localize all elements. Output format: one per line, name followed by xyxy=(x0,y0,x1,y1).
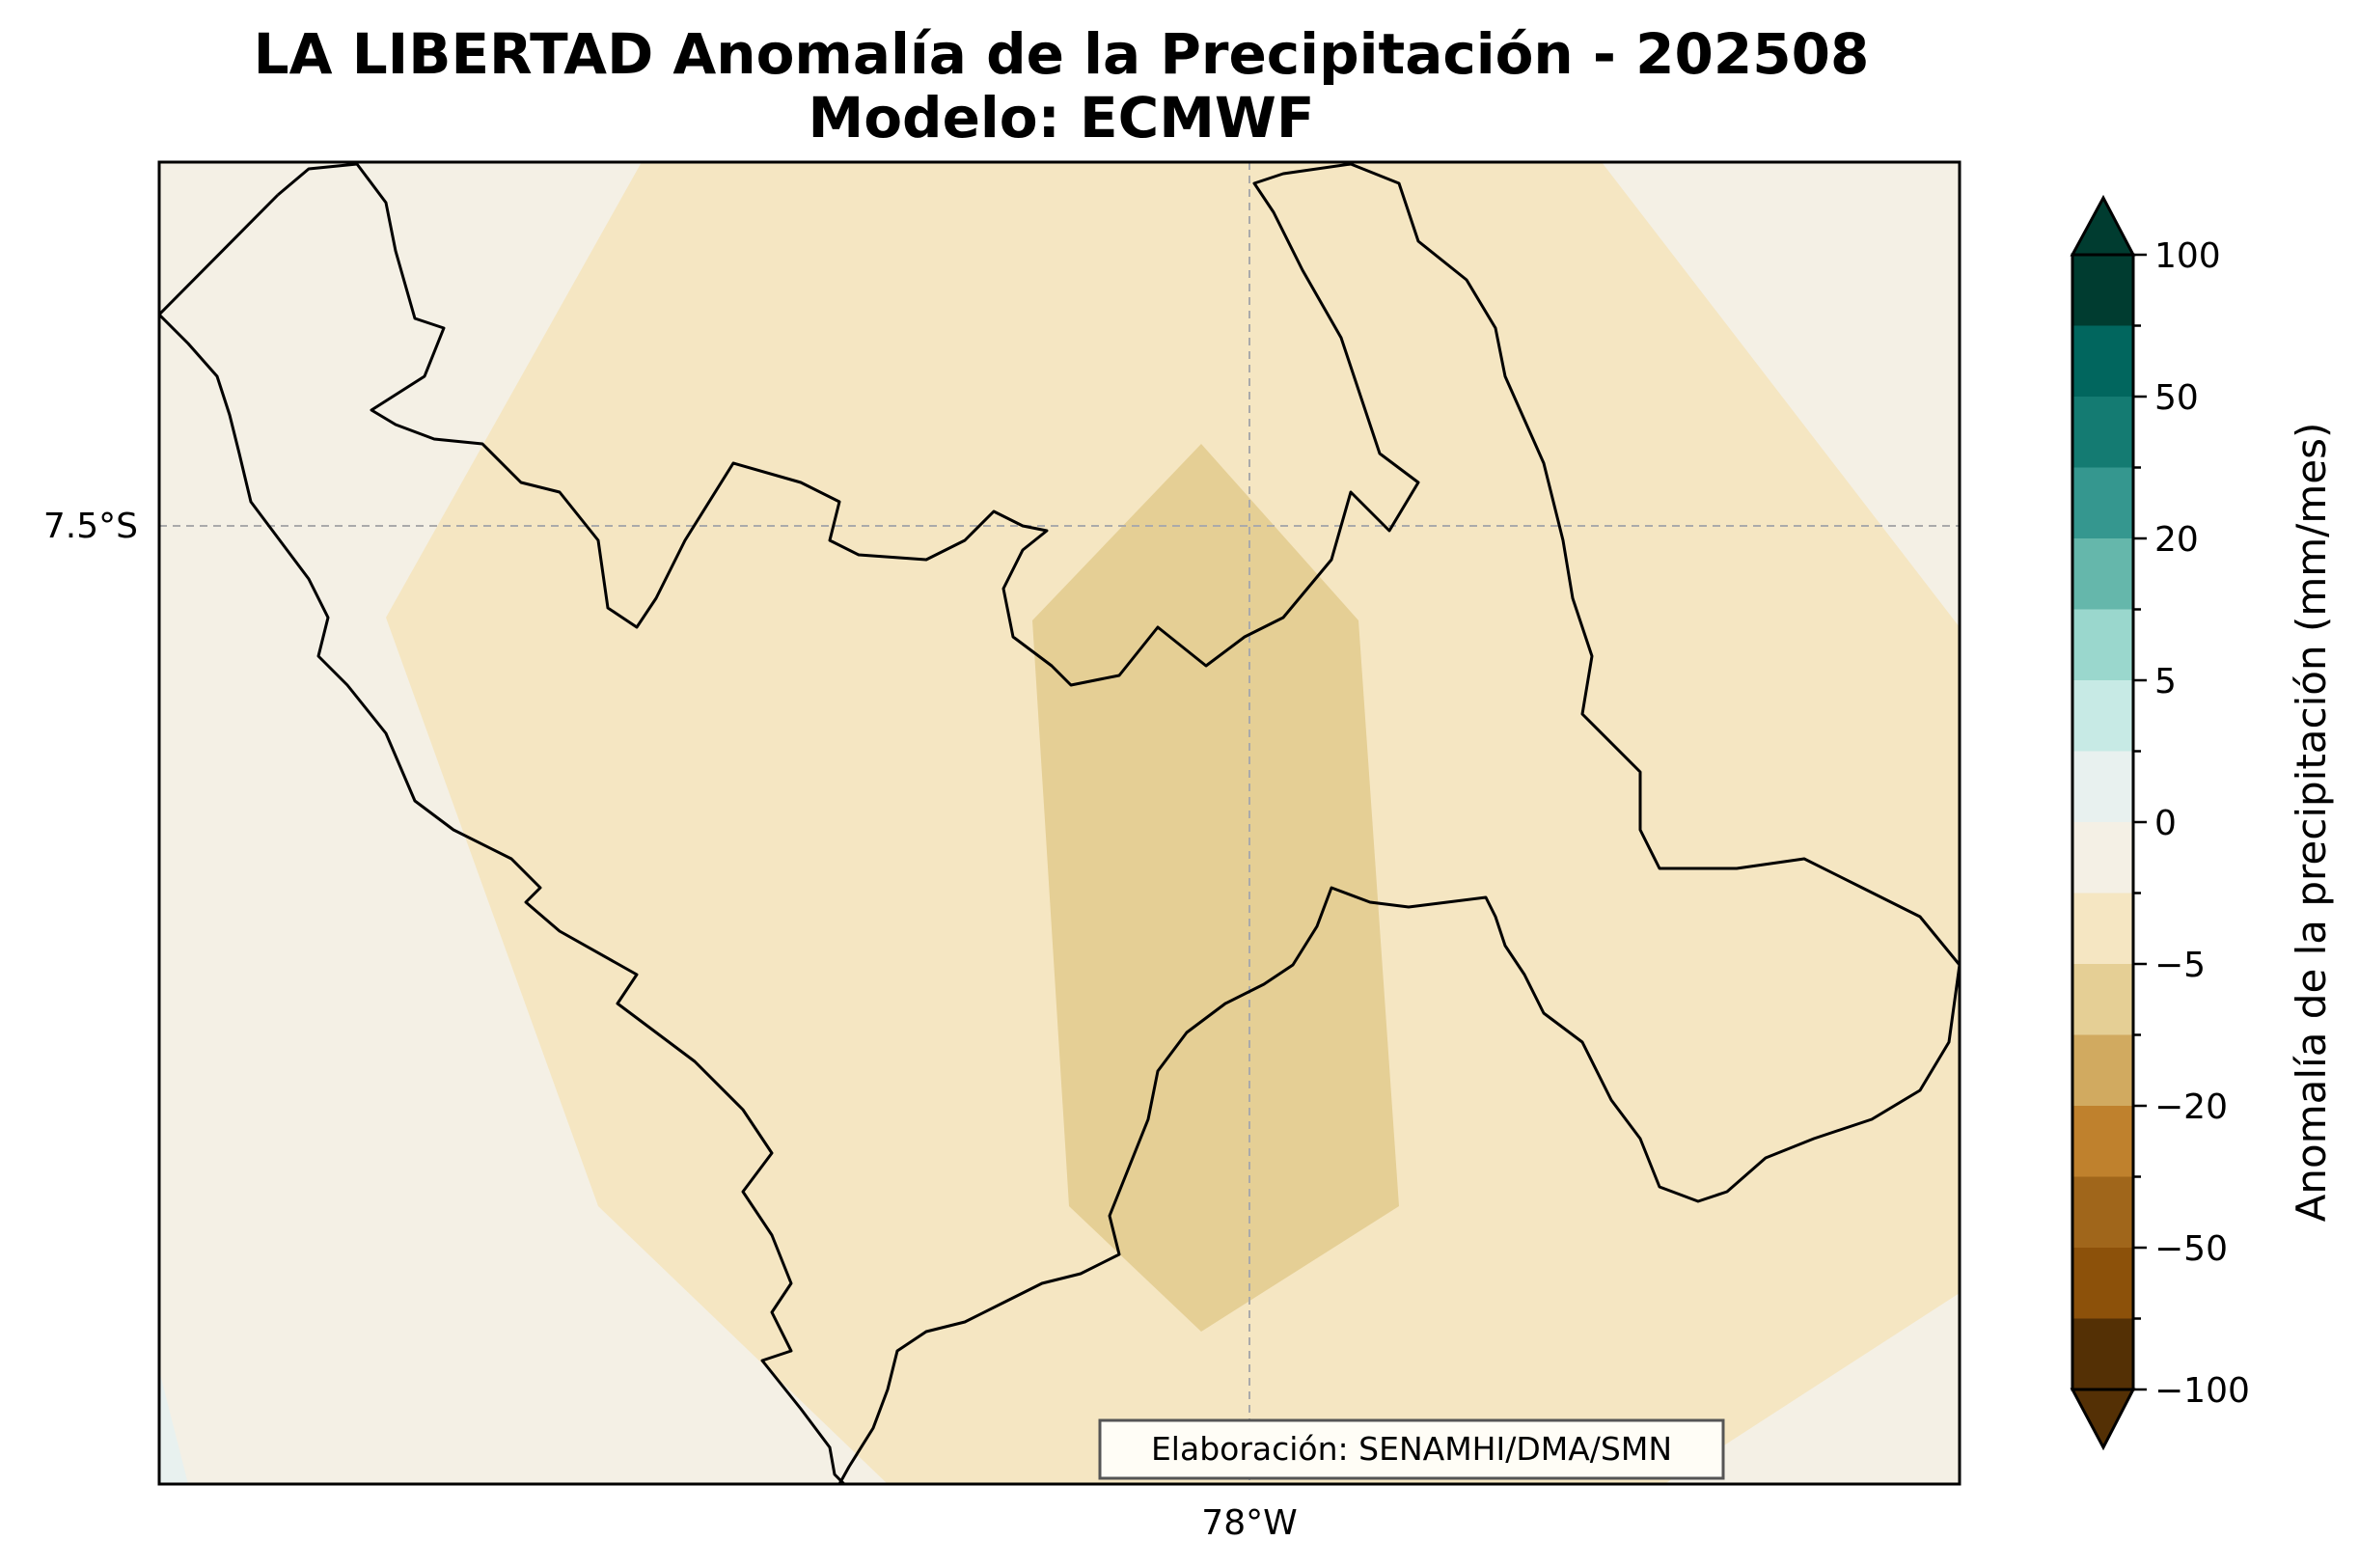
colorbar-block xyxy=(2072,822,2133,894)
colorbar-tick-label: 100 xyxy=(2154,236,2221,276)
colorbar-bottom-arrow xyxy=(2070,1388,2136,1451)
longitude-label: 78°W xyxy=(1201,1503,1297,1543)
colorbar-block xyxy=(2072,397,2133,468)
colorbar-tick-label: −100 xyxy=(2154,1371,2250,1411)
colorbar-block xyxy=(2072,1176,2133,1249)
colorbar-block xyxy=(2072,1248,2133,1319)
international-border xyxy=(159,193,280,316)
colorbar-block xyxy=(2072,893,2133,965)
credit-text: Elaboración: SENAMHI/DMA/SMN xyxy=(1151,1430,1672,1468)
map-frame xyxy=(157,160,1961,1486)
slight-positive-area xyxy=(159,1370,188,1484)
map-title-line1: LA LIBERTAD Anomalía de la Precipitación… xyxy=(254,21,1870,87)
map-panel: Elaboración: SENAMHI/DMA/SMN xyxy=(159,162,1960,1484)
colorbar-block xyxy=(2072,467,2133,539)
colorbar-tick-label: 5 xyxy=(2154,662,2177,701)
colorbar-block xyxy=(2072,609,2133,681)
colorbar-block xyxy=(2072,964,2133,1035)
colorbar-block xyxy=(2072,680,2133,752)
department-boundary-west xyxy=(277,162,1960,1484)
colorbar-tick-label: 0 xyxy=(2154,804,2177,843)
boundary-lines xyxy=(159,162,1960,1484)
colorbar-blocks xyxy=(2072,255,2133,1390)
colorbar-block xyxy=(2072,538,2133,610)
coastline-boundary xyxy=(159,313,846,1484)
colorbar-top-arrow xyxy=(2070,194,2136,257)
colorbar-block xyxy=(2072,1318,2133,1390)
credit-box-frame xyxy=(1098,1418,1725,1480)
colorbar-block xyxy=(2072,1106,2133,1177)
moderate-negative-anomaly-area xyxy=(1032,444,1399,1332)
colorbar-block xyxy=(2072,255,2133,326)
latitude-label: 7.5°S xyxy=(43,507,138,546)
colorbar-block xyxy=(2072,1034,2133,1107)
colorbar-block xyxy=(2072,751,2133,823)
colorbar-tick-label: −20 xyxy=(2154,1087,2228,1127)
colorbar-tick-label: −50 xyxy=(2154,1229,2228,1269)
map-title-line2: Modelo: ECMWF xyxy=(808,85,1314,151)
gridlines xyxy=(159,162,1960,1484)
colorbar-tick-label: 50 xyxy=(2154,378,2199,418)
colorbar-block xyxy=(2072,325,2133,398)
colorbar-label: Anomalía de la precipitación (mm/mes) xyxy=(2288,423,2335,1223)
colorbar-tick-label: 20 xyxy=(2154,520,2199,560)
colorbar-tick-label: −5 xyxy=(2154,946,2206,985)
credit-box: Elaboración: SENAMHI/DMA/SMN xyxy=(1098,1418,1725,1480)
